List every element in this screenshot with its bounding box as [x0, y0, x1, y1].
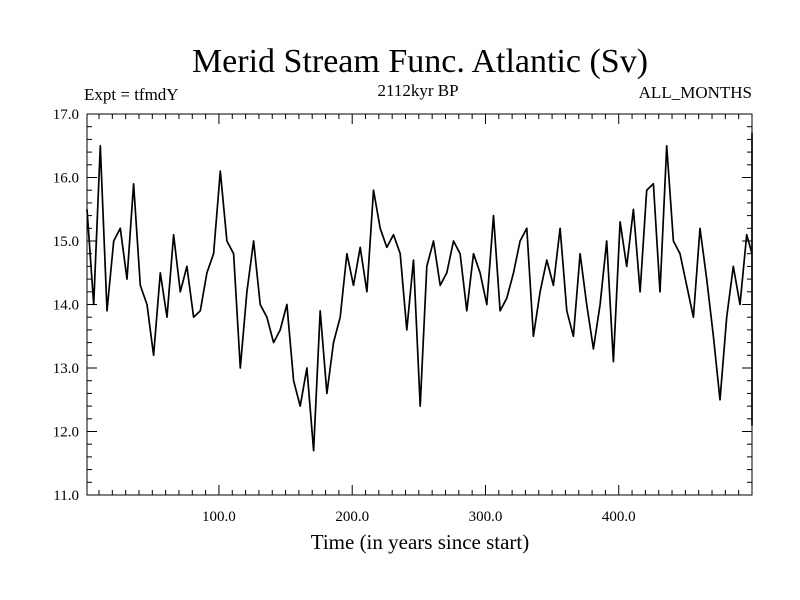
chart-title: Merid Stream Func. Atlantic (Sv)	[192, 43, 648, 80]
plot-area: 100.0 200.0 300.0 400.0 11.0 12.0 13.0 14.0 15.…	[53, 107, 753, 525]
y-tick-label: 13.0	[53, 361, 79, 377]
x-tick-label: 200.0	[335, 509, 369, 525]
x-axis: 100.0 200.0 300.0 400.0	[98, 114, 740, 525]
x-tick-label: 400.0	[602, 509, 636, 525]
y-tick-label: 14.0	[53, 298, 79, 314]
series-line	[86, 132, 753, 452]
y-tick-label: 11.0	[53, 488, 79, 504]
y-tick-label: 16.0	[53, 171, 79, 187]
x-tick-label: 300.0	[469, 509, 503, 525]
y-tick-label: 15.0	[53, 234, 79, 250]
y-tick-label: 12.0	[53, 425, 79, 441]
x-tick-label: 100.0	[202, 509, 236, 525]
y-axis: 11.0 12.0 13.0 14.0 15.0 16.0 17.0	[53, 107, 752, 504]
experiment-label: Expt = tfmdY	[84, 85, 179, 104]
months-label: ALL_MONTHS	[639, 83, 752, 102]
x-axis-title: Time (in years since start)	[311, 530, 530, 554]
period-label: 2112kyr BP	[377, 81, 458, 100]
y-tick-label: 17.0	[53, 107, 79, 123]
plot-frame	[86, 113, 753, 496]
